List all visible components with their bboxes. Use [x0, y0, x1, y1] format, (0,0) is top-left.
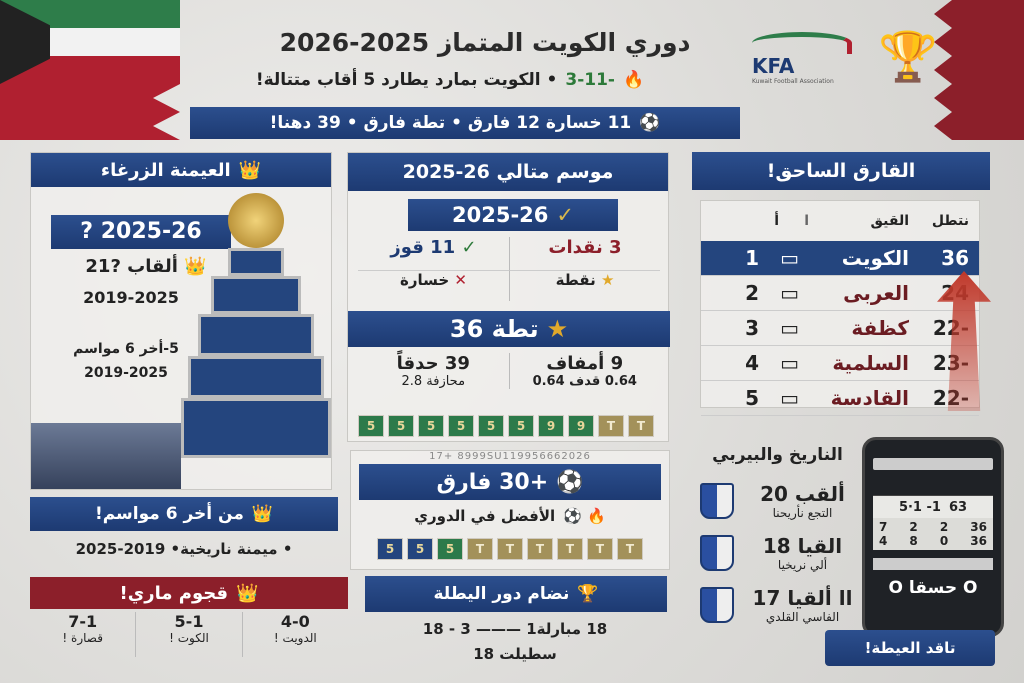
subtitle-score: -3-11 [565, 70, 615, 90]
period-2: 2019-2025 [84, 365, 168, 381]
score-item: 4-0 الدويت ! [241, 612, 348, 657]
team-flag-icon: ▭ [780, 316, 799, 340]
form-tile: 5 [377, 538, 403, 560]
form-tile: 5 [478, 415, 504, 437]
diff-banner: ⚽ +30 فارق [359, 464, 661, 500]
score-item: 7-1 قصارة ! [62, 612, 103, 645]
phone-stat: 4 [879, 534, 888, 548]
history-header: الناريخ والبيربي [712, 445, 843, 465]
dominance-panel: 👑 العيمنة الزرغاء ? 2025-26 👑 ألقاب ?21 2… [30, 152, 332, 490]
clean-sheets: 9 أمفاف 0.64 قدف 0.64 [508, 353, 661, 389]
panel-header: موسم متالي 26-2025 [348, 153, 668, 191]
score-list: 4-0 الدويت ! 5-1 الكوت ! 7-1 قصارة ! [30, 612, 348, 657]
goals: 39 حدقاً محازفة 2.8 [396, 353, 470, 389]
club-crest-icon [700, 483, 734, 519]
form-tile: T [617, 538, 643, 560]
team-flag-icon: ▭ [780, 281, 799, 305]
score-item: 5-1 الكوت ! [135, 612, 241, 657]
club-crest-icon [700, 535, 734, 571]
system-line-2: سطيلت 18 [473, 645, 557, 663]
last-six: 5-أخر 6 مواسم [73, 341, 179, 357]
last-six-banner: 👑 من أخر 6 مواسم! [30, 497, 338, 531]
trophy-icon: 🏆 [878, 29, 938, 85]
header-banner: ⚽ 11 خسارة 12 فارق • تطة فارق • 39 دهنا! [190, 107, 740, 139]
form-tile: 9 [538, 415, 564, 437]
dominance-line: • ميمنة ناريخية• 2019-2025 [75, 540, 293, 558]
points-banner: ★ تطة 36 [348, 311, 670, 347]
kuwait-flag-decoration [0, 0, 180, 140]
phone-stat: 2 [909, 520, 918, 534]
table-row: 36 الكويت ▭ 1 [701, 241, 979, 276]
history-item: ألقب 20 التجع نأريحنا [700, 475, 865, 527]
digit-strip: 17+ 8999SU119956662026 [429, 451, 591, 462]
panel-header: العيمنة الزرغاء [100, 159, 231, 181]
club-crest-icon [700, 587, 734, 623]
form-tile: T [557, 538, 583, 560]
history-item: القيا 18 ألي نريخيا [700, 527, 865, 579]
form-tile: 5 [418, 415, 444, 437]
form-tile: 5 [508, 415, 534, 437]
trophy-cake-image [181, 193, 331, 489]
system-line-1: 18 مبارلة1 ——— 3 - 18 [422, 620, 608, 638]
history-item: اا ألقيا 17 الفاسي القلدي [700, 579, 865, 631]
kfa-logo: KFA Kuwait Football Association [752, 32, 852, 104]
period-1: 2019-2025 [83, 288, 179, 307]
form-tile: 5 [358, 415, 384, 437]
fire-icon: 🔥 [622, 70, 645, 90]
form-tile: 5 [407, 538, 433, 560]
phone-stat: 7 [879, 520, 888, 534]
subtitle-text: • الكويت بمارد يطارد 5 أقاب متتالة! [255, 70, 558, 90]
record-grid: 3 نقدات ✓ 11 قوز ★ نقطة ✕ خسارة [358, 237, 660, 301]
table-header: القارق الساحق! [692, 152, 990, 190]
footer-banner: تاقد العيطة! [825, 630, 995, 666]
form-tile: T [497, 538, 523, 560]
team-flag-icon: ▭ [780, 351, 799, 375]
phone-stat: 36 [970, 534, 987, 548]
difference-panel: 17+ 8999SU119956662026 ⚽ +30 فارق 🔥 ⚽ الأف… [350, 450, 670, 570]
header-banner-text: 11 خسارة 12 فارق • تطة فارق • 39 دهنا! [269, 113, 632, 133]
team-flag-icon: ▭ [780, 246, 799, 270]
attack-header: 👑 قجوم ماري! [30, 577, 348, 609]
form-tile: 9 [568, 415, 594, 437]
table-row: 24العربى▭2 [701, 276, 979, 311]
season-banner: ? 2025-26 [51, 215, 231, 249]
form-tile: T [467, 538, 493, 560]
best-line: 🔥 ⚽ الأفضل في الدوري [414, 507, 606, 525]
form-tile: 5 [437, 538, 463, 560]
football-icon: ⚽ [639, 113, 661, 133]
titles-count: 👑 ألقاب ?21 [85, 256, 207, 277]
team-flag-icon: ▭ [780, 386, 799, 410]
phone-stat: 8 [909, 534, 918, 548]
crowd-image [31, 423, 181, 489]
qatar-flag-decoration [934, 0, 1024, 140]
phone-mockup: 5·1 -1 63 7 2 2 36 4 8 0 36 O حسقا O [862, 437, 1004, 637]
form-tile: T [527, 538, 553, 560]
phone-stat: 0 [939, 534, 949, 548]
subtitle: 🔥 -3-11 • الكويت بمارد يطارد 5 أقاب متتا… [190, 70, 710, 90]
season-panel: موسم متالي 26-2025 2025-26 ✓ 3 نقدات ✓ 11… [347, 152, 670, 442]
crown-icon: 👑 [238, 159, 262, 181]
form-tile: T [598, 415, 624, 437]
page-title: دوري الكويت المتماز 2025-2026 [279, 28, 691, 57]
phone-stat: 2 [939, 520, 949, 534]
form-tile: T [628, 415, 654, 437]
system-banner: 🏆 نضام دور اليطلة [365, 576, 667, 612]
form-tile: 5 [448, 415, 474, 437]
phone-stat: 36 [970, 520, 987, 534]
form-tile: T [587, 538, 613, 560]
form-tile: 5 [388, 415, 414, 437]
season-banner: 2025-26 ✓ [408, 199, 618, 231]
